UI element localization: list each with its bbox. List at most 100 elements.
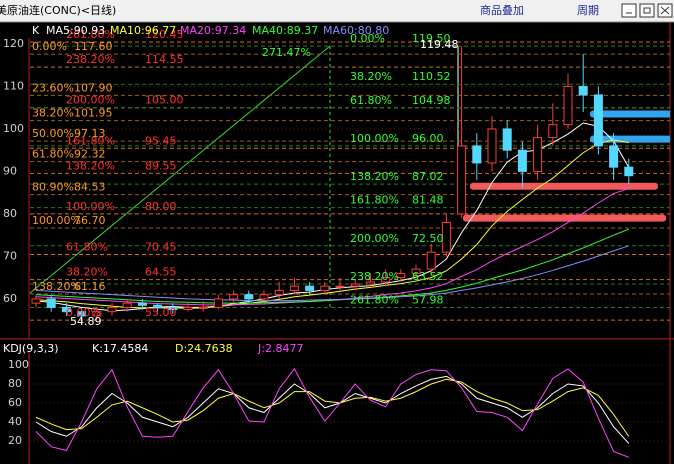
fib-percent: 23.60% xyxy=(32,81,74,94)
candle-body xyxy=(335,285,345,288)
price-panel xyxy=(30,41,670,321)
fib-percent: 161.80% xyxy=(350,194,399,207)
candle-body xyxy=(563,85,573,126)
trend-line xyxy=(29,45,331,294)
period-button[interactable]: 周期 xyxy=(577,4,599,17)
candle-body xyxy=(381,277,391,283)
fib-price: 61.16 xyxy=(74,280,106,293)
legend-entry: MA10:96.77 xyxy=(110,24,176,37)
candle-body xyxy=(593,94,603,147)
fib-price: 117.60 xyxy=(74,40,113,53)
y-tick-label: 60 xyxy=(3,292,17,305)
fib-percent: 0.00% xyxy=(32,40,67,53)
candle-body xyxy=(457,145,467,215)
window-controls xyxy=(621,3,673,18)
fib-percent: 100.00% xyxy=(66,200,115,213)
legend-entry: D:24.7638 xyxy=(175,342,233,355)
candle-body xyxy=(198,306,208,309)
fib-percent: 238.20% xyxy=(66,53,115,66)
candle-body xyxy=(396,272,406,279)
candle-body xyxy=(472,145,482,164)
fib-percent: 200.00% xyxy=(350,232,399,245)
candle-body xyxy=(487,128,497,164)
restore-button[interactable] xyxy=(639,3,655,18)
fib-price: 97.13 xyxy=(74,127,106,140)
candle-body xyxy=(305,285,315,291)
fib-price: 63.52 xyxy=(412,270,444,283)
legend-entry: K:17.4584 xyxy=(92,342,148,355)
fib-percent: 38.20% xyxy=(66,266,108,279)
fib-percent: 0.00% xyxy=(350,32,385,45)
series-line xyxy=(35,378,630,437)
y-tick-label: 40 xyxy=(8,415,22,428)
fib-percent: 0.00% xyxy=(66,306,101,319)
candle-body xyxy=(213,298,223,308)
y-tick-label: 20 xyxy=(8,434,22,447)
minimize-button[interactable] xyxy=(621,3,637,18)
fib-percent: 61.80% xyxy=(66,241,108,254)
fib-price: 55.00 xyxy=(145,306,177,319)
candle-body xyxy=(122,302,132,308)
y-tick-label: 100 xyxy=(3,122,24,135)
y-tick-label: 70 xyxy=(3,249,17,262)
level-bar xyxy=(470,182,658,190)
fib-price: 110.52 xyxy=(412,70,451,83)
fib-percent: 61.80% xyxy=(32,148,74,161)
fib-percent: 38.20% xyxy=(350,70,392,83)
candle-body xyxy=(259,294,269,300)
candle-body xyxy=(92,311,102,317)
series-line xyxy=(35,245,629,302)
title-bar xyxy=(0,0,674,22)
candle-body xyxy=(77,311,87,317)
icon xyxy=(660,6,670,15)
candle-body xyxy=(320,285,330,291)
fib-price: 87.02 xyxy=(412,170,444,183)
fib-percent: 261.80% xyxy=(66,28,115,41)
fib-price: 107.90 xyxy=(74,81,113,94)
legend-entry: MA60:80.80 xyxy=(323,24,389,37)
icon xyxy=(643,7,651,14)
fib-price: 104.98 xyxy=(412,94,451,107)
y-tick-label: 120 xyxy=(3,37,24,50)
fib-percent: 100.00% xyxy=(32,214,81,227)
series-line xyxy=(35,122,630,312)
legend-entry: J:2.8477 xyxy=(257,342,303,355)
candle-body xyxy=(411,268,421,274)
candle-body xyxy=(107,306,117,313)
series-line xyxy=(35,187,629,306)
fib-price: 95.45 xyxy=(145,134,177,147)
series-line xyxy=(35,228,629,304)
panel-title: KDJ(9,3,3) xyxy=(3,342,59,355)
fib-percent: 38.20% xyxy=(32,107,74,120)
candle-body xyxy=(502,128,512,151)
candle-body xyxy=(229,294,239,300)
fib-price: 101.95 xyxy=(74,107,113,120)
series-line xyxy=(35,375,630,444)
legend-entry: MA40:89.37 xyxy=(252,24,318,37)
candle-body xyxy=(350,283,360,287)
fib-percent: 161.80% xyxy=(66,134,115,147)
y-tick-label: 60 xyxy=(8,396,22,409)
legend-entry: MA20:97.34 xyxy=(180,24,246,37)
fib-price: 120.45 xyxy=(145,28,184,41)
candle-body xyxy=(153,304,163,308)
candle-body xyxy=(533,136,543,172)
fib-price: 64.55 xyxy=(145,266,177,279)
fib-percent: 80.90% xyxy=(32,181,74,194)
fib-price: 84.53 xyxy=(74,181,106,194)
fib-percent: 61.80% xyxy=(350,94,392,107)
overlay-button[interactable]: 商品叠加 xyxy=(480,3,524,17)
y-tick-label: 80 xyxy=(3,207,17,220)
candle-body xyxy=(61,306,71,313)
window-title: 美原油连(CONC)<日线) xyxy=(0,3,116,17)
y-tick-label: 80 xyxy=(8,377,22,390)
fib-percent: 261.80% xyxy=(350,293,399,306)
fib-price: 72.50 xyxy=(412,232,444,245)
candle-body xyxy=(441,221,451,253)
fib-price: 89.55 xyxy=(145,159,177,172)
candle-body xyxy=(426,251,436,270)
series-line xyxy=(35,139,629,309)
fib-percent: 50.00% xyxy=(32,127,74,140)
